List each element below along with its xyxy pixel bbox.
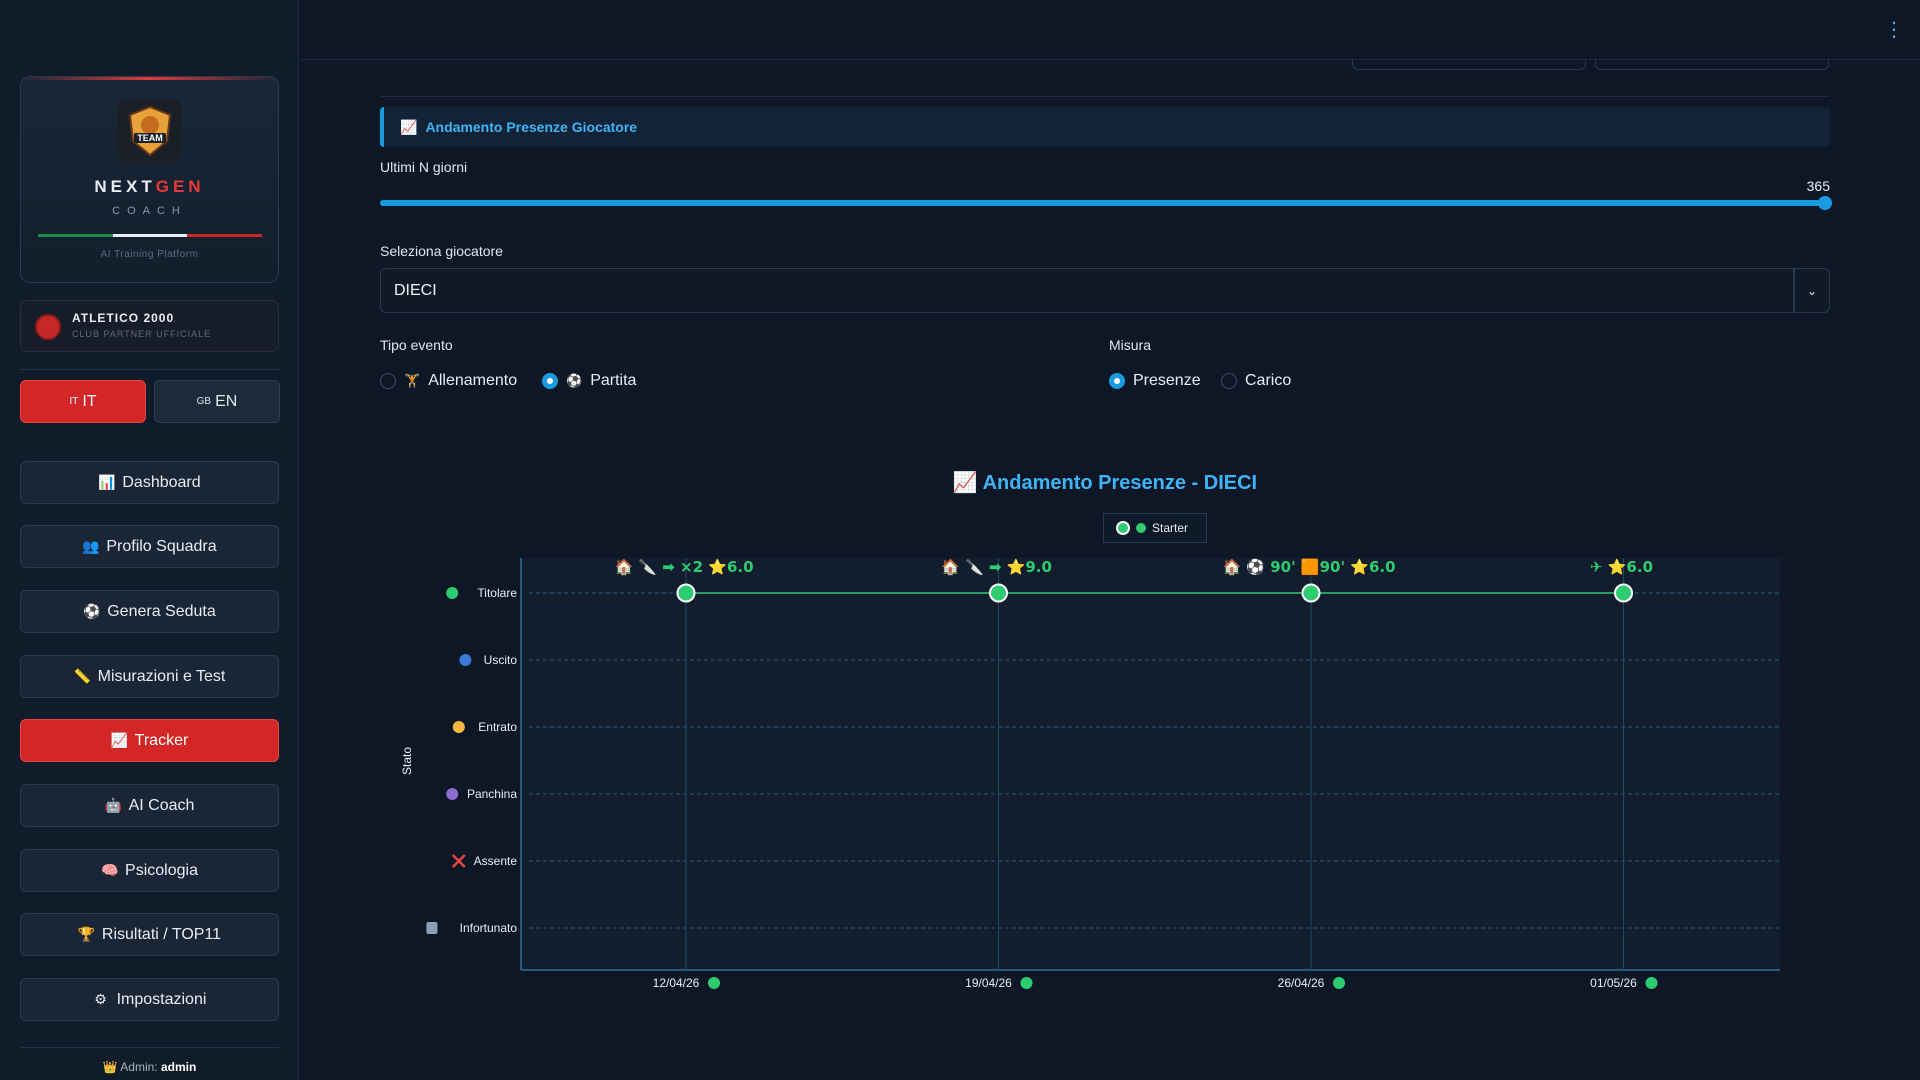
hospital-icon: [426, 922, 438, 934]
y-tick-label: Uscito: [484, 653, 518, 667]
nav-tracker[interactable]: 📈 Tracker: [20, 719, 279, 762]
y-tick-label: Titolare: [477, 586, 517, 600]
y-tick-label: Entrato: [478, 720, 517, 734]
robot-icon: 🤖: [104, 797, 123, 813]
chart-title: 📈 Andamento Presenze - DIECI: [952, 472, 1258, 494]
brain-icon: 🧠: [101, 862, 119, 878]
green-dot-icon: [1333, 977, 1345, 989]
data-point: [989, 583, 1008, 603]
italian-flag-bar: [38, 234, 263, 237]
red-x-icon: [451, 854, 466, 868]
gear-icon: ⚙: [94, 991, 107, 1007]
event-type-label: Tipo evento: [380, 337, 453, 353]
chart-icon: 📊: [98, 474, 116, 490]
trend-icon: 📈: [400, 118, 418, 135]
green-dot-icon: [1645, 977, 1658, 989]
data-label: 🏠 🔪 ➡ ×2 ⭐6.0: [614, 558, 753, 576]
y-tick-label: Assente: [474, 854, 518, 868]
days-slider-thumb[interactable]: [1818, 196, 1832, 210]
green-dot-icon: [1020, 977, 1033, 989]
club-partner-card: ATLETICO 2000 CLUB PARTNER UFFICIALE: [20, 300, 279, 352]
purple-dot-icon: [446, 788, 459, 800]
club-name: ATLETICO 2000: [72, 311, 175, 325]
x-tick-label: 01/05/26: [1590, 976, 1637, 990]
more-menu-icon[interactable]: ⋮: [1884, 19, 1904, 41]
nav-psicologia[interactable]: 🧠 Psicologia: [20, 849, 279, 892]
y-tick-label: Panchina: [467, 787, 517, 801]
chart-legend[interactable]: Starter: [1103, 513, 1207, 543]
club-badge-icon: [35, 314, 61, 340]
days-slider-label: Ultimi N giorni: [380, 159, 468, 175]
days-slider-value: 365: [1806, 178, 1830, 194]
radio-carico[interactable]: Carico: [1221, 372, 1291, 390]
measure-label: Misura: [1109, 337, 1152, 353]
x-tick-label: 19/04/26: [965, 976, 1012, 990]
plot-area: [521, 558, 1780, 970]
nav-profilo-squadra[interactable]: 👥 Profilo Squadra: [20, 525, 279, 568]
legend-marker: [1116, 521, 1130, 535]
data-label: 🏠 🔪 ➡ ⭐9.0: [941, 558, 1052, 576]
green-dot-icon: [1136, 523, 1146, 533]
blue-dot-icon: [459, 654, 472, 666]
shield-logo-icon: TEAM: [128, 105, 172, 157]
lang-en-button[interactable]: GB EN: [154, 380, 280, 423]
lang-it-button[interactable]: IT IT: [20, 380, 146, 423]
data-label: 🏠 ⚽ 90' 🟧90' ⭐6.0: [1222, 558, 1395, 576]
radio-presenze[interactable]: Presenze: [1109, 372, 1201, 390]
radio-button[interactable]: [542, 373, 558, 389]
sidebar: TEAM NEXTGEN COACH AI Training Platform …: [0, 0, 299, 1080]
ball-icon: ⚽: [83, 603, 101, 619]
player-select[interactable]: DIECI: [380, 268, 1794, 313]
green-dot-icon: [708, 977, 720, 989]
data-label: ✈ ⭐6.0: [1590, 558, 1653, 576]
trend-icon: 📈: [110, 732, 129, 748]
ball-icon: ⚽: [566, 373, 583, 388]
radio-partita[interactable]: ⚽ Partita: [542, 372, 636, 390]
team-icon: 👥: [82, 538, 100, 554]
y-tick-label: Infortunato: [460, 921, 518, 935]
player-select-label: Seleziona giocatore: [380, 243, 503, 259]
x-tick-label: 12/04/26: [653, 976, 700, 990]
team-logo: TEAM: [118, 99, 182, 163]
green-dot-icon: [446, 587, 459, 599]
brand-tagline: AI Training Platform: [100, 249, 199, 260]
data-point: [676, 583, 696, 603]
brand-card: TEAM NEXTGEN COACH AI Training Platform: [20, 76, 279, 283]
club-subtitle: CLUB PARTNER UFFICIALE: [72, 329, 212, 339]
section-header: 📈 Andamento Presenze Giocatore: [380, 107, 1830, 147]
attendance-chart: Titolare Uscito Entrato Panchina Assente Info…: [400, 558, 1780, 990]
svg-text:TEAM: TEAM: [137, 133, 163, 143]
radio-allenamento[interactable]: 🏋 Allenamento: [380, 372, 517, 390]
brand-subtitle: COACH: [112, 205, 187, 217]
section-title: Andamento Presenze Giocatore: [425, 119, 638, 135]
brand-title: NEXTGEN: [94, 177, 205, 196]
nav-dashboard[interactable]: 📊 Dashboard: [20, 461, 279, 504]
nav-genera-seduta[interactable]: ⚽ Genera Seduta: [20, 590, 279, 633]
y-axis-label: Stato: [400, 747, 414, 775]
nav-ai-coach[interactable]: 🤖 AI Coach: [20, 784, 279, 827]
x-tick-label: 26/04/26: [1278, 976, 1325, 990]
tab-remnants: [1352, 60, 1829, 72]
nav-impostazioni[interactable]: ⚙ Impostazioni: [20, 978, 279, 1021]
ruler-icon: 📏: [73, 668, 92, 684]
nav-misurazioni[interactable]: 📏 Misurazioni e Test: [20, 655, 279, 698]
chevron-down-icon[interactable]: ⌄: [1794, 268, 1830, 313]
divider: [20, 369, 279, 370]
divider: [20, 1047, 279, 1048]
divider: [380, 96, 1830, 97]
data-point: [1614, 583, 1633, 603]
trophy-icon: 🏆: [77, 926, 96, 942]
radio-button[interactable]: [1109, 373, 1125, 389]
data-point: [1301, 583, 1321, 603]
brand-accent-line: [21, 77, 278, 80]
top-bar: ⋮: [300, 0, 1920, 60]
days-slider-track[interactable]: [380, 200, 1825, 206]
admin-indicator: 👑 Admin: admin: [102, 1060, 197, 1074]
yellow-dot-icon: [452, 721, 465, 733]
nav-risultati[interactable]: 🏆 Risultati / TOP11: [20, 913, 279, 956]
radio-button[interactable]: [1221, 373, 1237, 389]
radio-button[interactable]: [380, 373, 396, 389]
weight-icon: 🏋: [404, 373, 421, 388]
